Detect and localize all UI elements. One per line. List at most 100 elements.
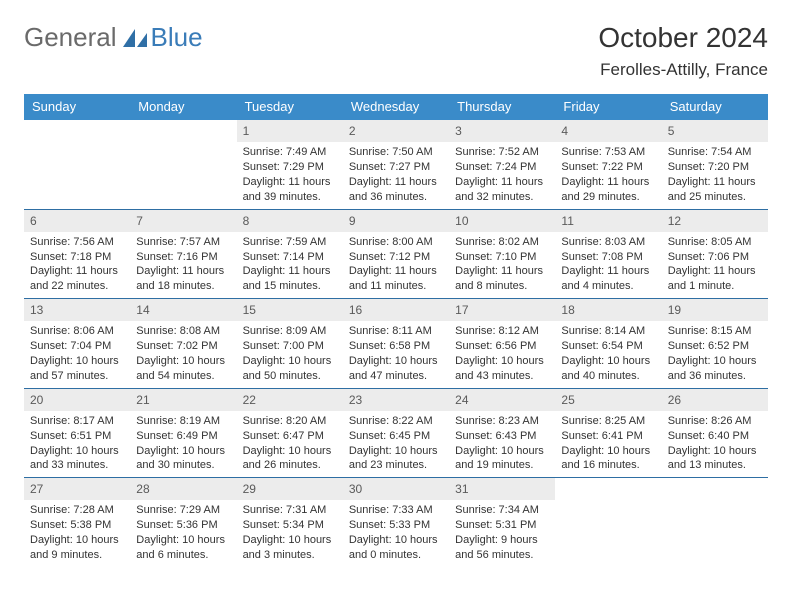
calendar-day-cell: 25Sunrise: 8:25 AMSunset: 6:41 PMDayligh… xyxy=(555,388,661,478)
day-details: Sunrise: 7:57 AMSunset: 7:16 PMDaylight:… xyxy=(130,232,236,298)
day-number: 26 xyxy=(662,389,768,411)
calendar-day-cell: 10Sunrise: 8:02 AMSunset: 7:10 PMDayligh… xyxy=(449,209,555,299)
day-number: 7 xyxy=(130,210,236,232)
day-number: 31 xyxy=(449,478,555,500)
calendar-day-cell: 6Sunrise: 7:56 AMSunset: 7:18 PMDaylight… xyxy=(24,209,130,299)
calendar-day-cell: 17Sunrise: 8:12 AMSunset: 6:56 PMDayligh… xyxy=(449,298,555,388)
day-details: Sunrise: 8:06 AMSunset: 7:04 PMDaylight:… xyxy=(24,321,130,387)
calendar-day-cell: 31Sunrise: 7:34 AMSunset: 5:31 PMDayligh… xyxy=(449,477,555,567)
page-title: October 2024 xyxy=(598,22,768,54)
day-number: 6 xyxy=(24,210,130,232)
day-details: Sunrise: 8:23 AMSunset: 6:43 PMDaylight:… xyxy=(449,411,555,477)
day-number: 4 xyxy=(555,120,661,142)
day-number: 19 xyxy=(662,299,768,321)
calendar-day-cell: 13Sunrise: 8:06 AMSunset: 7:04 PMDayligh… xyxy=(24,298,130,388)
calendar-day-cell: 3Sunrise: 7:52 AMSunset: 7:24 PMDaylight… xyxy=(449,120,555,209)
calendar-day-cell: 2Sunrise: 7:50 AMSunset: 7:27 PMDaylight… xyxy=(343,120,449,209)
calendar-empty-cell xyxy=(24,120,130,209)
day-number: 3 xyxy=(449,120,555,142)
day-number: 9 xyxy=(343,210,449,232)
day-number: 17 xyxy=(449,299,555,321)
logo: General Blue xyxy=(24,22,203,53)
calendar-day-cell: 19Sunrise: 8:15 AMSunset: 6:52 PMDayligh… xyxy=(662,298,768,388)
day-details: Sunrise: 8:11 AMSunset: 6:58 PMDaylight:… xyxy=(343,321,449,387)
day-details: Sunrise: 8:02 AMSunset: 7:10 PMDaylight:… xyxy=(449,232,555,298)
location-label: Ferolles-Attilly, France xyxy=(598,60,768,80)
day-details: Sunrise: 7:56 AMSunset: 7:18 PMDaylight:… xyxy=(24,232,130,298)
day-details: Sunrise: 7:31 AMSunset: 5:34 PMDaylight:… xyxy=(237,500,343,566)
weekday-header: Saturday xyxy=(662,94,768,120)
title-block: October 2024 Ferolles-Attilly, France xyxy=(598,22,768,80)
day-number: 5 xyxy=(662,120,768,142)
day-details: Sunrise: 7:28 AMSunset: 5:38 PMDaylight:… xyxy=(24,500,130,566)
calendar-empty-cell xyxy=(555,477,661,567)
day-number: 24 xyxy=(449,389,555,411)
day-number: 25 xyxy=(555,389,661,411)
day-number: 8 xyxy=(237,210,343,232)
day-number: 30 xyxy=(343,478,449,500)
day-number: 22 xyxy=(237,389,343,411)
day-details: Sunrise: 8:19 AMSunset: 6:49 PMDaylight:… xyxy=(130,411,236,477)
calendar-day-cell: 11Sunrise: 8:03 AMSunset: 7:08 PMDayligh… xyxy=(555,209,661,299)
day-details: Sunrise: 8:25 AMSunset: 6:41 PMDaylight:… xyxy=(555,411,661,477)
day-details: Sunrise: 8:20 AMSunset: 6:47 PMDaylight:… xyxy=(237,411,343,477)
day-number: 13 xyxy=(24,299,130,321)
calendar-day-cell: 8Sunrise: 7:59 AMSunset: 7:14 PMDaylight… xyxy=(237,209,343,299)
calendar-day-cell: 1Sunrise: 7:49 AMSunset: 7:29 PMDaylight… xyxy=(237,120,343,209)
calendar-day-cell: 15Sunrise: 8:09 AMSunset: 7:00 PMDayligh… xyxy=(237,298,343,388)
day-details: Sunrise: 8:17 AMSunset: 6:51 PMDaylight:… xyxy=(24,411,130,477)
calendar-empty-cell xyxy=(662,477,768,567)
calendar-day-cell: 28Sunrise: 7:29 AMSunset: 5:36 PMDayligh… xyxy=(130,477,236,567)
weekday-header: Tuesday xyxy=(237,94,343,120)
weekday-header: Friday xyxy=(555,94,661,120)
calendar-day-cell: 26Sunrise: 8:26 AMSunset: 6:40 PMDayligh… xyxy=(662,388,768,478)
day-details: Sunrise: 7:59 AMSunset: 7:14 PMDaylight:… xyxy=(237,232,343,298)
calendar-day-cell: 5Sunrise: 7:54 AMSunset: 7:20 PMDaylight… xyxy=(662,120,768,209)
day-number: 1 xyxy=(237,120,343,142)
day-details: Sunrise: 8:14 AMSunset: 6:54 PMDaylight:… xyxy=(555,321,661,387)
day-number: 28 xyxy=(130,478,236,500)
day-number: 12 xyxy=(662,210,768,232)
day-number: 23 xyxy=(343,389,449,411)
day-number: 21 xyxy=(130,389,236,411)
calendar-day-cell: 24Sunrise: 8:23 AMSunset: 6:43 PMDayligh… xyxy=(449,388,555,478)
day-number: 14 xyxy=(130,299,236,321)
day-number: 10 xyxy=(449,210,555,232)
calendar-grid: 1Sunrise: 7:49 AMSunset: 7:29 PMDaylight… xyxy=(24,120,768,567)
day-details: Sunrise: 8:05 AMSunset: 7:06 PMDaylight:… xyxy=(662,232,768,298)
weekday-header: Wednesday xyxy=(343,94,449,120)
calendar-day-cell: 23Sunrise: 8:22 AMSunset: 6:45 PMDayligh… xyxy=(343,388,449,478)
weekday-header: Sunday xyxy=(24,94,130,120)
day-details: Sunrise: 8:15 AMSunset: 6:52 PMDaylight:… xyxy=(662,321,768,387)
calendar-day-cell: 27Sunrise: 7:28 AMSunset: 5:38 PMDayligh… xyxy=(24,477,130,567)
day-number: 18 xyxy=(555,299,661,321)
day-number: 27 xyxy=(24,478,130,500)
day-details: Sunrise: 7:34 AMSunset: 5:31 PMDaylight:… xyxy=(449,500,555,566)
calendar-day-cell: 22Sunrise: 8:20 AMSunset: 6:47 PMDayligh… xyxy=(237,388,343,478)
calendar-day-cell: 14Sunrise: 8:08 AMSunset: 7:02 PMDayligh… xyxy=(130,298,236,388)
day-number: 29 xyxy=(237,478,343,500)
logo-text-general: General xyxy=(24,22,117,53)
calendar-day-cell: 7Sunrise: 7:57 AMSunset: 7:16 PMDaylight… xyxy=(130,209,236,299)
logo-sail-icon xyxy=(121,27,149,49)
day-details: Sunrise: 7:49 AMSunset: 7:29 PMDaylight:… xyxy=(237,142,343,208)
calendar-day-cell: 9Sunrise: 8:00 AMSunset: 7:12 PMDaylight… xyxy=(343,209,449,299)
day-details: Sunrise: 7:52 AMSunset: 7:24 PMDaylight:… xyxy=(449,142,555,208)
calendar-empty-cell xyxy=(130,120,236,209)
day-number: 11 xyxy=(555,210,661,232)
day-number: 20 xyxy=(24,389,130,411)
calendar-day-cell: 20Sunrise: 8:17 AMSunset: 6:51 PMDayligh… xyxy=(24,388,130,478)
weekday-header: Monday xyxy=(130,94,236,120)
day-number: 16 xyxy=(343,299,449,321)
header: General Blue October 2024 Ferolles-Attil… xyxy=(24,22,768,80)
day-details: Sunrise: 7:50 AMSunset: 7:27 PMDaylight:… xyxy=(343,142,449,208)
day-number: 15 xyxy=(237,299,343,321)
day-details: Sunrise: 8:00 AMSunset: 7:12 PMDaylight:… xyxy=(343,232,449,298)
calendar-day-cell: 4Sunrise: 7:53 AMSunset: 7:22 PMDaylight… xyxy=(555,120,661,209)
calendar-day-cell: 18Sunrise: 8:14 AMSunset: 6:54 PMDayligh… xyxy=(555,298,661,388)
day-details: Sunrise: 8:22 AMSunset: 6:45 PMDaylight:… xyxy=(343,411,449,477)
day-details: Sunrise: 7:54 AMSunset: 7:20 PMDaylight:… xyxy=(662,142,768,208)
day-details: Sunrise: 8:26 AMSunset: 6:40 PMDaylight:… xyxy=(662,411,768,477)
day-details: Sunrise: 8:12 AMSunset: 6:56 PMDaylight:… xyxy=(449,321,555,387)
day-details: Sunrise: 7:53 AMSunset: 7:22 PMDaylight:… xyxy=(555,142,661,208)
